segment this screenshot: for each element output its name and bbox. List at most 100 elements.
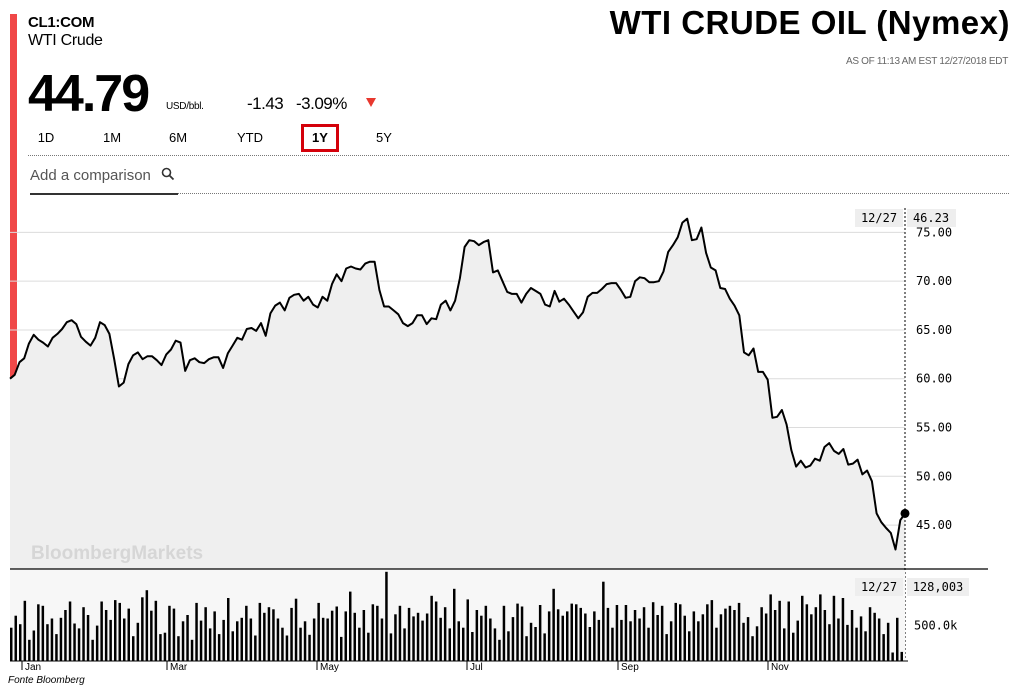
volume-bar (538, 605, 542, 661)
volume-bar (290, 607, 293, 661)
price-line (9, 217, 906, 551)
volume-bar (73, 623, 76, 661)
volume-bar (376, 605, 379, 662)
volume-bar (760, 607, 763, 661)
volume-bar (755, 626, 759, 661)
volume-bar (416, 612, 420, 661)
volume-bar (77, 628, 81, 661)
volume-bar (896, 617, 899, 661)
volume-bar (186, 615, 189, 661)
volume-bar (299, 627, 302, 661)
volume-bar (597, 619, 601, 661)
volume-bar (86, 615, 90, 661)
price-area (10, 218, 905, 569)
price-unit: USD/bbl. (166, 101, 204, 112)
volume-bar (403, 628, 406, 661)
volume-bar (448, 628, 451, 661)
volume-bar (814, 607, 818, 661)
instrument-name: WTI Crude (28, 32, 103, 49)
volume-bar (891, 652, 894, 661)
volume-bar (656, 615, 659, 661)
volume-bar (480, 615, 483, 661)
volume-bar (674, 602, 677, 661)
volume-bar (593, 611, 596, 661)
volume-bar (136, 622, 140, 662)
volume-bar (312, 618, 316, 661)
x-tick-label: Jan (25, 662, 41, 673)
volume-bar (841, 598, 845, 661)
volume-bar (91, 639, 94, 662)
volume-bar (638, 618, 641, 661)
volume-bar (344, 611, 347, 661)
volume-bar (525, 636, 528, 661)
volume-bar (846, 624, 849, 661)
tab-1y[interactable]: 1Y (301, 124, 339, 152)
volume-bar (163, 632, 167, 661)
tab-1d[interactable]: 1D (37, 130, 55, 145)
volume-bar (647, 627, 650, 661)
volume-bar (123, 618, 126, 661)
x-tick-label: May (320, 662, 339, 673)
volume-bar (570, 603, 573, 661)
volume-bar (773, 610, 777, 661)
volume-bar (498, 639, 501, 662)
page-title: WTI CRUDE OIL (Nymex) (609, 4, 1010, 41)
y-tick-label: 75.00 (916, 225, 952, 239)
volume-bar (340, 636, 343, 661)
volume-bar (534, 627, 537, 661)
volume-bar (407, 607, 411, 661)
tab-5y[interactable]: 5Y (376, 130, 392, 145)
volume-bar (330, 610, 334, 661)
volume-bar (520, 606, 524, 661)
volume-bar (50, 618, 54, 661)
divider (28, 155, 1009, 156)
tab-6m[interactable]: 6M (168, 130, 188, 145)
volume-bar (439, 617, 442, 661)
volume-bar (64, 610, 67, 661)
search-icon[interactable] (161, 167, 175, 181)
volume-bar (669, 621, 673, 661)
volume-bar (787, 601, 790, 661)
volume-bar (168, 605, 171, 662)
volume-bar (810, 614, 813, 662)
volume-bar (873, 612, 876, 661)
volume-bar (620, 619, 623, 661)
y-tick-label: 55.00 (916, 421, 952, 435)
tab-ytd[interactable]: YTD (237, 130, 263, 145)
volume-bar (579, 607, 582, 661)
volume-bar (371, 604, 375, 661)
price-change-percent: -3.09% (296, 94, 347, 113)
volume-bar (606, 607, 610, 661)
volume-bar (245, 605, 248, 662)
volume-bar (679, 604, 682, 661)
comparison-input[interactable]: Add a comparison (30, 163, 178, 195)
volume-bar (380, 618, 384, 661)
volume-bar (236, 621, 239, 661)
volume-bar (276, 618, 280, 661)
volume-bar (195, 602, 198, 661)
volume-bar (213, 611, 216, 661)
volume-bar (217, 634, 221, 661)
volume-bar (692, 611, 696, 661)
ticker-symbol: CL1:COM (28, 14, 95, 31)
volume-bar (683, 615, 686, 661)
tab-1m[interactable]: 1M (102, 130, 122, 145)
volume-bar (421, 620, 424, 661)
volume-bar (41, 605, 45, 662)
volume-bar (547, 611, 551, 661)
volume-bar (353, 612, 356, 661)
volume-bar (141, 597, 144, 662)
volume-bar (59, 617, 63, 661)
volume-cursor-value: 128,003 (913, 580, 964, 594)
volume-bar (706, 604, 709, 661)
x-tick-label: Jul (470, 662, 483, 673)
volume-bar (855, 627, 858, 661)
comparison-placeholder: Add a comparison (30, 167, 151, 184)
volume-bar (145, 590, 149, 661)
volume-bar (611, 627, 614, 661)
volume-bar (321, 617, 325, 661)
volume-bar (660, 605, 664, 662)
volume-bar (575, 604, 578, 661)
volume-bar (466, 599, 469, 661)
